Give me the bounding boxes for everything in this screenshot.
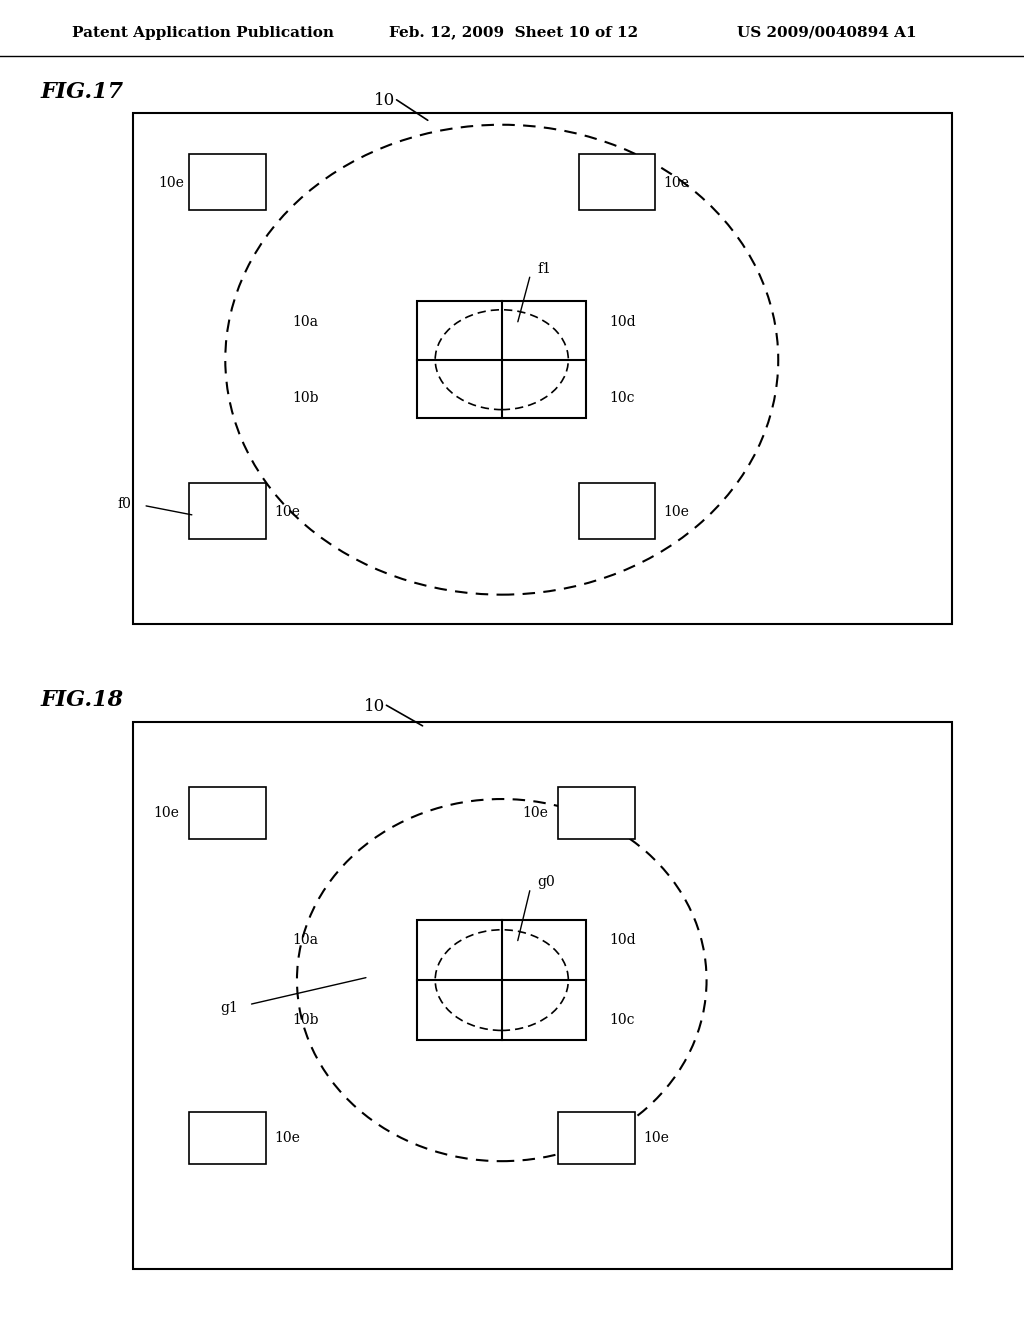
- Text: 10d: 10d: [609, 314, 636, 329]
- Bar: [579, 154, 655, 210]
- Text: 10e: 10e: [154, 805, 179, 820]
- Bar: [133, 722, 952, 1269]
- Text: 10e: 10e: [274, 1131, 300, 1144]
- Text: 10b: 10b: [292, 391, 318, 405]
- Text: Feb. 12, 2009  Sheet 10 of 12: Feb. 12, 2009 Sheet 10 of 12: [389, 25, 638, 40]
- Bar: [418, 301, 586, 418]
- Text: FIG.18: FIG.18: [41, 689, 124, 710]
- Bar: [558, 1111, 635, 1164]
- Text: 10c: 10c: [609, 1012, 635, 1027]
- Text: g0: g0: [538, 875, 555, 888]
- Bar: [189, 1111, 266, 1164]
- Text: FIG.17: FIG.17: [41, 81, 124, 103]
- Text: f0: f0: [118, 496, 132, 511]
- Bar: [133, 114, 952, 624]
- Text: 10a: 10a: [292, 314, 317, 329]
- Text: 10e: 10e: [274, 506, 300, 520]
- Text: 10e: 10e: [643, 1131, 669, 1144]
- Text: 10e: 10e: [664, 506, 689, 520]
- Bar: [558, 787, 635, 840]
- Text: 10a: 10a: [292, 933, 317, 948]
- Bar: [579, 483, 655, 539]
- Text: 10: 10: [364, 698, 385, 714]
- Bar: [189, 483, 266, 539]
- Text: 10d: 10d: [609, 933, 636, 948]
- Text: 10e: 10e: [522, 805, 548, 820]
- Text: US 2009/0040894 A1: US 2009/0040894 A1: [737, 25, 916, 40]
- Bar: [418, 920, 586, 1040]
- Bar: [189, 787, 266, 840]
- Text: 10b: 10b: [292, 1012, 318, 1027]
- Text: 10: 10: [374, 92, 395, 110]
- Text: g1: g1: [220, 1001, 238, 1015]
- Text: Patent Application Publication: Patent Application Publication: [72, 25, 334, 40]
- Text: 10e: 10e: [664, 177, 689, 190]
- Bar: [189, 154, 266, 210]
- Text: f1: f1: [538, 261, 552, 276]
- Text: 10e: 10e: [159, 177, 184, 190]
- Text: 10c: 10c: [609, 391, 635, 405]
